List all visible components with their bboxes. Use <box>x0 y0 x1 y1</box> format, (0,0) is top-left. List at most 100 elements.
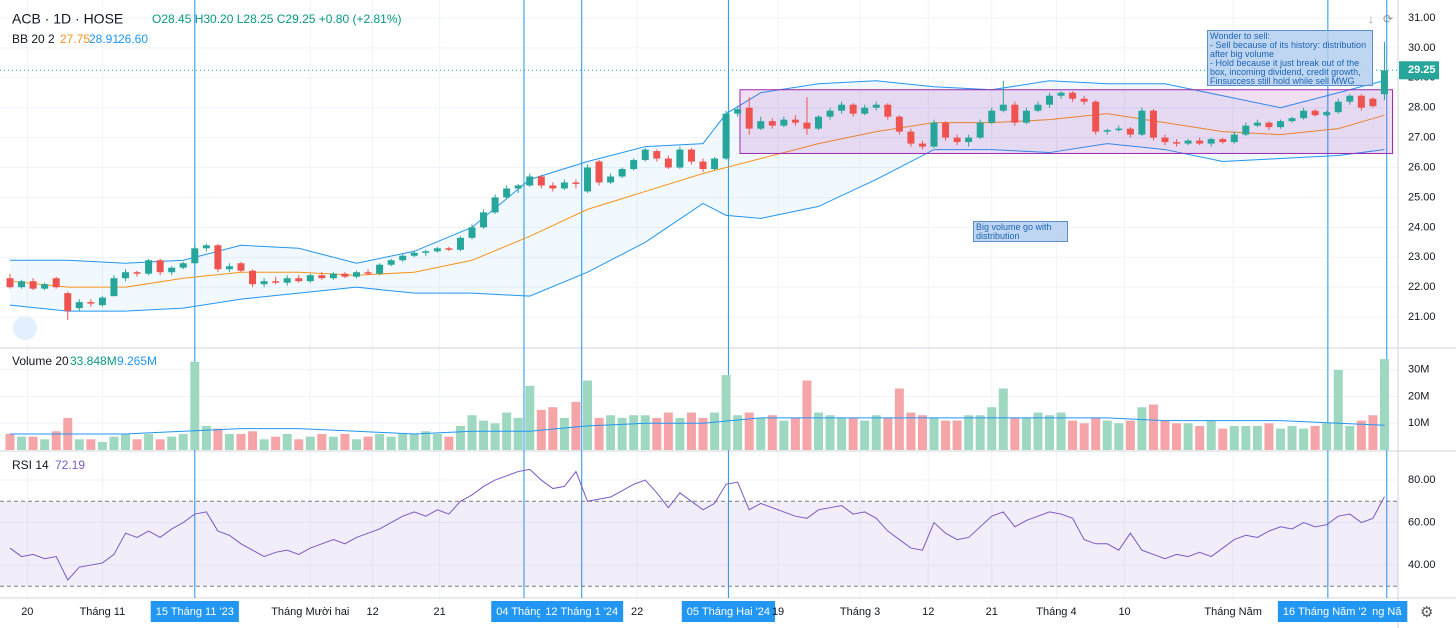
volume-bar <box>1206 420 1216 450</box>
rsi-tick-label: 40.00 <box>1408 559 1436 571</box>
candle-body <box>1184 140 1192 144</box>
candle-body <box>861 107 869 114</box>
rsi-name: RSI 14 <box>12 458 49 472</box>
rsi-band-fill <box>0 501 1398 587</box>
candle-body <box>942 122 950 138</box>
volume-bar <box>1252 425 1262 450</box>
download-icon[interactable]: ↓ <box>1368 12 1374 26</box>
candle-body <box>98 297 106 306</box>
settings-icon[interactable]: ⚙ <box>1420 604 1433 621</box>
candle-body <box>1265 122 1273 128</box>
candle-body <box>1230 134 1238 143</box>
last-price-label: 29.25 <box>1408 64 1436 76</box>
candle-body <box>999 104 1007 111</box>
x-tick-label: 21 <box>986 606 998 618</box>
volume-bar <box>190 361 200 450</box>
volume-ma <box>10 417 1385 435</box>
volume-bar <box>224 433 234 450</box>
y-tick-label: 23.00 <box>1408 251 1436 263</box>
volume-bar <box>490 423 500 450</box>
volume-bar <box>1241 425 1251 450</box>
candle-body <box>456 237 464 250</box>
volume-bar <box>282 433 292 450</box>
candle-body <box>560 182 568 189</box>
volume-value: 33.848M <box>70 354 117 368</box>
volume-bar <box>1379 359 1389 450</box>
volume-bar <box>629 415 639 450</box>
x-tick-highlight <box>150 601 239 622</box>
candle-body <box>549 185 557 189</box>
volume-bar <box>894 388 904 450</box>
symbol-title: ACB · 1D · HOSE <box>12 11 123 27</box>
y-tick-label: 25.00 <box>1408 191 1436 203</box>
volume-bar <box>756 417 766 450</box>
candle-body <box>214 245 222 270</box>
candle-body <box>1092 101 1100 132</box>
volume-bar <box>305 436 315 450</box>
candle-body <box>780 119 788 126</box>
volume-bar <box>987 407 997 450</box>
candle-body <box>1173 142 1181 144</box>
volume-tick-label: 20M <box>1408 390 1429 402</box>
volume-name: Volume 20 <box>12 354 69 368</box>
volume-bar <box>109 436 119 450</box>
candle-body <box>329 273 337 279</box>
candle-body <box>722 113 730 159</box>
rsi-value: 72.19 <box>55 458 85 472</box>
volume-bar <box>929 417 939 450</box>
x-tick-highlight <box>1277 601 1378 622</box>
rsi-tick-label: 60.00 <box>1408 516 1436 528</box>
volume-bar <box>814 412 823 450</box>
volume-bar <box>848 417 858 450</box>
volume-bar <box>559 417 569 450</box>
volume-bar <box>1356 420 1366 450</box>
y-tick-label: 26.00 <box>1408 161 1436 173</box>
candle-body <box>907 131 915 144</box>
volume-bar <box>998 388 1008 450</box>
candle-body <box>179 263 187 268</box>
volume-bar <box>1195 425 1205 450</box>
x-tick-label: 05 Tháng Hai '24 <box>687 606 770 618</box>
candle-body <box>29 281 37 289</box>
volume-bar <box>883 417 893 450</box>
volume-tick-label: 10M <box>1408 417 1429 429</box>
candle-body <box>1103 130 1111 132</box>
candle-body <box>87 302 95 304</box>
bb-lower <box>9 143 1385 312</box>
volume-tick-label: 30M <box>1408 364 1429 376</box>
logo[interactable] <box>13 316 37 340</box>
volume-bar <box>837 417 847 450</box>
volume-bar <box>248 431 258 450</box>
candle-body <box>1380 70 1388 95</box>
candle-body <box>1138 110 1146 135</box>
candle-body <box>618 169 626 177</box>
bb-name: BB 20 2 <box>12 32 55 46</box>
volume-bar <box>1045 415 1054 450</box>
candle-body <box>895 116 903 132</box>
volume-bar <box>121 433 130 450</box>
candle-body <box>988 110 996 123</box>
volume-bar <box>1021 417 1031 450</box>
candle-body <box>41 284 49 289</box>
volume-bar <box>975 415 985 450</box>
x-tick-label: Tháng Năm <box>1204 606 1261 618</box>
candle-body <box>133 272 141 274</box>
volume-bar <box>363 436 373 450</box>
x-tick-label: 12 <box>367 606 379 618</box>
volume-bar <box>340 433 350 450</box>
candle-body <box>514 185 522 189</box>
candle-body <box>849 104 857 114</box>
candle-body <box>607 176 615 183</box>
candle-body <box>526 176 534 186</box>
volume-bar <box>86 439 96 450</box>
volume-bar <box>1079 423 1089 450</box>
refresh-icon[interactable]: ⟳ <box>1383 12 1393 26</box>
volume-bar <box>744 412 754 450</box>
candle-body <box>826 110 834 117</box>
volume-bar <box>259 439 269 450</box>
volume-bar <box>1160 420 1170 450</box>
ohlc-label: O28.45 H30.20 L28.25 C29.25 +0.80 (+2.81… <box>152 12 402 26</box>
volume-bar <box>710 412 720 450</box>
candle-body <box>480 212 488 228</box>
x-tick-highlight <box>681 601 776 622</box>
